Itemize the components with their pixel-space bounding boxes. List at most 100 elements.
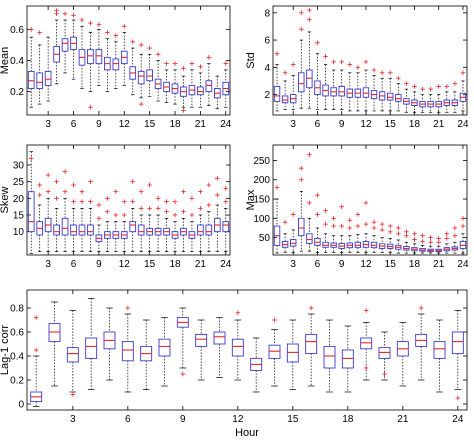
outlier-point	[198, 64, 203, 70]
box-iqr	[53, 224, 60, 236]
outlier-point	[460, 223, 466, 229]
outlier-point	[33, 315, 39, 320]
outlier-point	[298, 177, 304, 183]
outlier-point	[79, 199, 85, 204]
outlier-point	[70, 392, 76, 397]
y-tick-label: 4	[264, 63, 270, 74]
outlier-point	[96, 22, 102, 27]
outlier-point	[420, 86, 425, 92]
box-hour-5	[61, 19, 69, 74]
outlier-point	[28, 156, 34, 161]
y-tick-label: 250	[253, 156, 270, 167]
box-hour-22	[415, 313, 428, 381]
box-hour-12	[362, 69, 370, 112]
box-hour-11	[213, 317, 226, 378]
outlier-point	[71, 199, 76, 204]
outlier-point	[62, 11, 68, 17]
box-hour-12	[231, 319, 244, 381]
outlier-point	[387, 229, 393, 235]
outlier-point	[420, 239, 425, 244]
box-iqr	[197, 86, 204, 96]
outlier-point	[412, 84, 417, 89]
outlier-point	[215, 176, 220, 181]
outlier-point	[164, 61, 169, 66]
outlier-point	[172, 199, 178, 204]
x-tick-label: 12	[119, 119, 131, 130]
y-tick-label: 0.6	[10, 25, 24, 36]
outlier-point	[198, 189, 203, 194]
box-hour-19	[419, 94, 426, 113]
box-hour-19	[180, 75, 187, 108]
box-hour-6	[314, 227, 321, 253]
outlier-point	[215, 192, 220, 198]
box-hour-6	[70, 19, 77, 80]
box-iqr	[281, 95, 289, 104]
x-tick-label: 3	[290, 119, 296, 130]
outlier-point	[37, 192, 42, 198]
outlier-point	[387, 223, 393, 229]
outlier-point	[189, 196, 195, 201]
outlier-point	[113, 33, 119, 38]
max-panel: 50 100 150 200 250 3 6 9 12 15 18 21 24 Max	[245, 144, 469, 270]
box-hour-16	[395, 83, 402, 112]
box-iqr	[360, 337, 373, 350]
outlier-point	[420, 233, 425, 239]
box-hour-10	[104, 221, 111, 253]
box-hour-24	[451, 310, 464, 390]
box-hour-21	[197, 72, 204, 108]
box-iqr	[362, 87, 370, 98]
outlier-point	[347, 62, 353, 67]
outlier-point	[307, 17, 312, 22]
x-tick-label: 15	[385, 259, 397, 270]
box-iqr	[61, 38, 69, 52]
outlier-point	[363, 221, 369, 227]
outlier-point	[290, 62, 296, 67]
outlier-point	[355, 65, 361, 70]
y-tick-label: 0.6	[10, 328, 24, 339]
outlier-point	[206, 202, 212, 208]
outlier-point	[395, 75, 401, 81]
x-tick-label: 18	[342, 414, 354, 425]
outlier-point	[290, 212, 296, 217]
outlier-point	[138, 189, 144, 194]
outlier-point	[62, 189, 68, 194]
y-axis-label: Mean	[0, 47, 11, 75]
box-hour-3	[66, 310, 79, 393]
outlier-point	[180, 371, 186, 377]
outlier-point	[412, 237, 417, 242]
box-hour-3	[290, 229, 297, 253]
box-hour-20	[378, 331, 391, 381]
box-hour-20	[188, 69, 196, 108]
box-hour-7	[322, 64, 329, 110]
outlier-point	[315, 40, 320, 46]
box-hour-10	[346, 235, 353, 253]
box-hour-19	[180, 217, 187, 253]
box-hour-15	[387, 77, 394, 112]
outlier-point	[387, 70, 393, 76]
y-tick-label: 200	[253, 175, 270, 186]
outlier-point	[395, 231, 401, 237]
y-tick-label: 2	[264, 90, 270, 101]
outlier-point	[206, 182, 212, 188]
outlier-point	[45, 189, 51, 194]
box-iqr	[195, 333, 208, 347]
x-tick-label: 12	[232, 414, 244, 425]
box-hour-18	[411, 243, 418, 254]
box-hour-11	[112, 221, 120, 253]
y-tick-label: 30	[13, 161, 25, 172]
box-hour-24	[222, 207, 230, 253]
outlier-point	[455, 395, 461, 401]
x-tick-label: 6	[71, 119, 77, 130]
x-tick-label: 9	[96, 119, 102, 130]
x-axis-label: Hour	[235, 427, 259, 439]
outlier-point	[363, 365, 369, 371]
outlier-point	[45, 172, 51, 178]
box-hour-3	[44, 36, 52, 102]
box-hour-5	[306, 217, 313, 252]
box-iqr	[306, 233, 313, 244]
y-tick-label: 15	[13, 211, 25, 222]
box-iqr	[222, 221, 230, 233]
outlier-point	[315, 212, 320, 217]
box-hour-1	[273, 198, 281, 254]
outlier-point	[363, 200, 369, 206]
